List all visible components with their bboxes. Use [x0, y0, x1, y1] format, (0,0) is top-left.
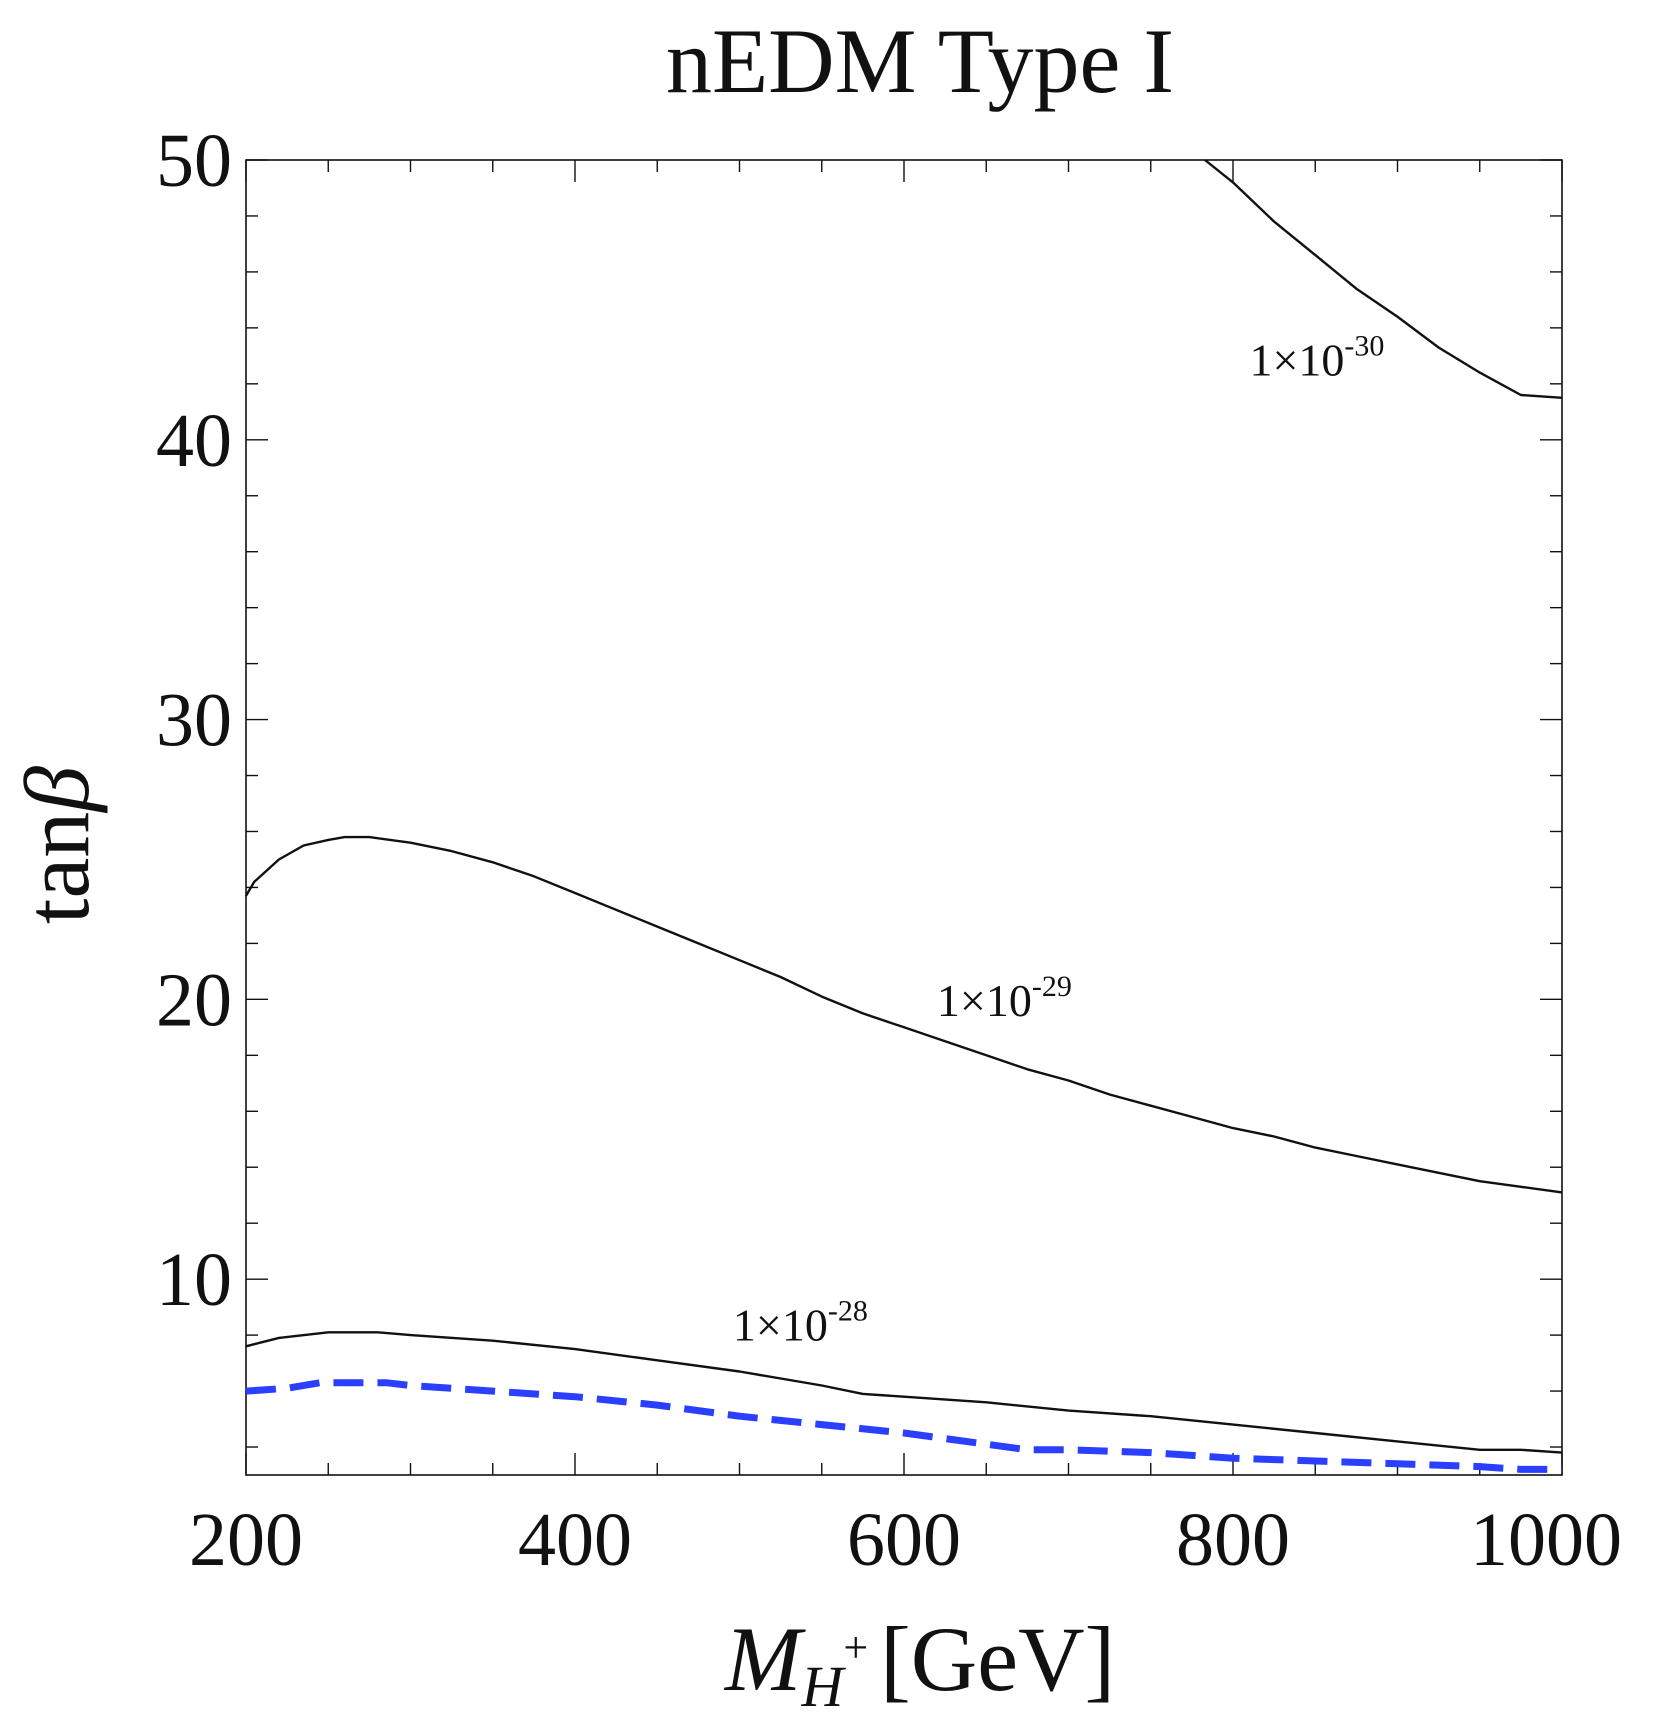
contour-lines	[244, 159, 1563, 1473]
y-tick-label: 10	[156, 1238, 232, 1322]
x-axis-label-main: M	[723, 1608, 806, 1710]
nedm-bound-line	[245, 1379, 1562, 1473]
x-tick-label: 400	[518, 1498, 632, 1582]
x-tick-label: 1000	[1470, 1498, 1622, 1582]
contour-line	[1204, 159, 1563, 399]
x-axis-label-subscript: H	[800, 1654, 846, 1719]
contour-label-base: 1×10	[1249, 334, 1344, 385]
contour-line	[245, 1331, 1563, 1454]
x-tick-label: 600	[847, 1498, 961, 1582]
y-tick-labels: 10 20 30 40 50	[156, 119, 232, 1322]
y-axis-label: tanβ	[6, 766, 108, 924]
contour-label-base: 1×10	[937, 975, 1032, 1026]
x-axis-label-superscript: +	[843, 1623, 868, 1672]
x-tick-label: 800	[1176, 1498, 1290, 1582]
contour-label-exponent: -28	[828, 1295, 868, 1328]
contour-line	[244, 835, 1563, 1194]
contour-label-exponent: -29	[1032, 970, 1072, 1003]
x-tick-label: 200	[189, 1498, 303, 1582]
contour-label-exponent: -30	[1344, 329, 1384, 362]
contour-label-base: 1×10	[733, 1300, 828, 1351]
contour-label: 1×10-30	[1249, 329, 1384, 385]
x-axis-label: MH+ [GeV]	[723, 1608, 1115, 1719]
y-axis-label-symbol: β	[6, 766, 108, 814]
x-tick-labels: 200 400 600 800 1000	[189, 1498, 1622, 1582]
x-axis-label-unit: [GeV]	[880, 1608, 1115, 1710]
contour-label: 1×10-28	[733, 1295, 868, 1351]
y-tick-label: 40	[156, 399, 232, 483]
y-axis-label-main: tan	[6, 812, 108, 924]
y-tick-label: 20	[156, 958, 232, 1042]
contour-labels: 1×10-301×10-291×10-28	[733, 329, 1384, 1350]
contour-label: 1×10-29	[937, 970, 1072, 1026]
y-tick-label: 50	[156, 119, 232, 203]
y-tick-label: 30	[156, 679, 232, 763]
chart-title: nEDM Type I	[666, 10, 1174, 112]
